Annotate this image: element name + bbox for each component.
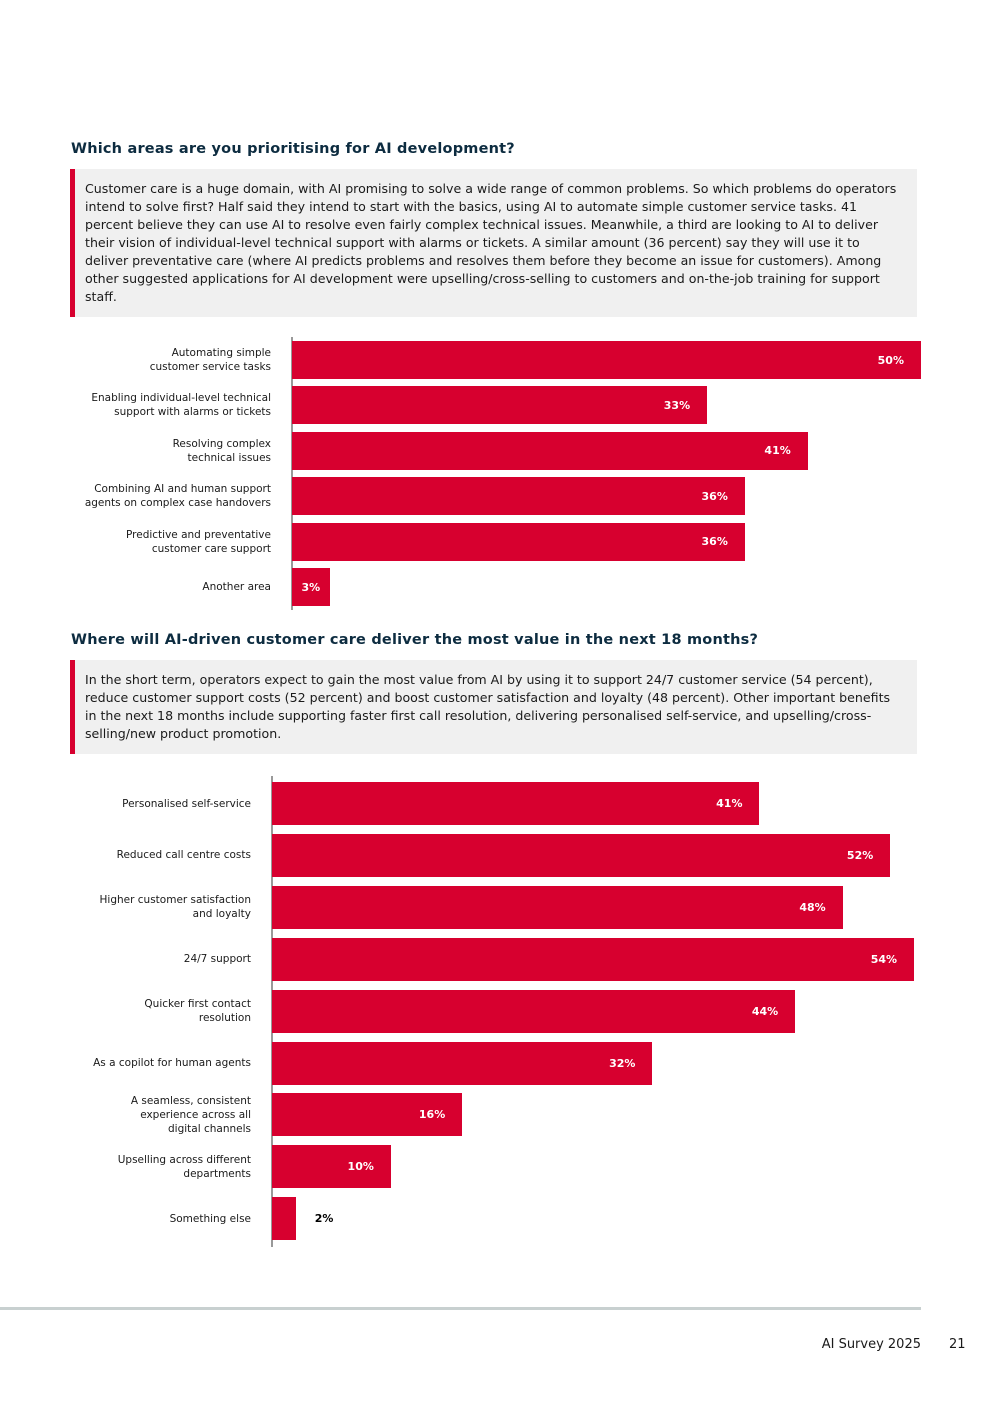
category-label: Enabling individual-level technical supp…	[91, 392, 271, 419]
value-label: 3%	[301, 580, 321, 594]
value-label: 52%	[846, 848, 874, 862]
bar	[272, 1093, 463, 1137]
category-label: 24/7 support	[183, 953, 251, 966]
category-label: A seamless, consistent experience across…	[130, 1094, 251, 1135]
category-label: Quicker first contact resolution	[144, 998, 251, 1025]
bar	[272, 989, 796, 1033]
page-number: 21	[949, 1337, 966, 1352]
bar	[272, 937, 915, 981]
section-heading: Where will AI-driven customer care deliv…	[71, 632, 759, 648]
bar	[292, 386, 708, 425]
bar	[272, 1041, 653, 1085]
category-label: Personalised self-service	[122, 797, 251, 810]
bar	[272, 1145, 391, 1189]
value-label: 36%	[701, 489, 728, 503]
value-label: 48%	[799, 900, 826, 914]
category-label: Something else	[169, 1212, 251, 1225]
value-label: 41%	[716, 797, 743, 810]
value-label: 54%	[870, 952, 898, 966]
bar	[292, 341, 921, 379]
value-label: 10%	[347, 1160, 374, 1174]
category-label: Resolving complex technical issues	[172, 437, 271, 464]
footer-rule	[0, 1307, 921, 1310]
section-heading: Which areas are you prioritising for AI …	[71, 141, 515, 157]
category-label: Higher customer satisfaction and loyalty	[99, 894, 251, 921]
intro-box: Customer care is a huge domain, with AI …	[70, 169, 917, 317]
value-label: 50%	[877, 353, 904, 367]
bar	[272, 833, 891, 877]
bar	[292, 568, 330, 606]
category-label: Predictive and preventative customer car…	[126, 528, 271, 555]
bar	[272, 1197, 296, 1241]
value-label: 33%	[663, 398, 691, 412]
category-label: Reduced call centre costs	[116, 849, 251, 862]
value-label: 41%	[764, 444, 791, 458]
axis-line	[291, 337, 293, 610]
value-label: 16%	[418, 1108, 446, 1122]
value-label: 2%	[314, 1212, 334, 1226]
category-label: Automating simple customer service tasks	[149, 347, 271, 373]
footer-label: AI Survey 2025	[821, 1337, 921, 1352]
axis-line	[271, 776, 273, 1247]
value-label: 36%	[701, 535, 728, 549]
category-label: Another area	[202, 581, 271, 593]
bar	[272, 782, 760, 825]
value-label: 44%	[751, 1004, 779, 1018]
value-label: 32%	[609, 1056, 636, 1070]
category-label: Combining AI and human support agents on…	[84, 483, 271, 510]
bar	[292, 477, 745, 516]
bar	[292, 522, 745, 561]
category-label: Upselling across different departments	[117, 1153, 251, 1180]
intro-box: In the short term, operators expect to g…	[70, 660, 917, 754]
category-label: As a copilot for human agents	[93, 1057, 251, 1069]
bar	[292, 431, 808, 470]
bar	[272, 885, 843, 929]
